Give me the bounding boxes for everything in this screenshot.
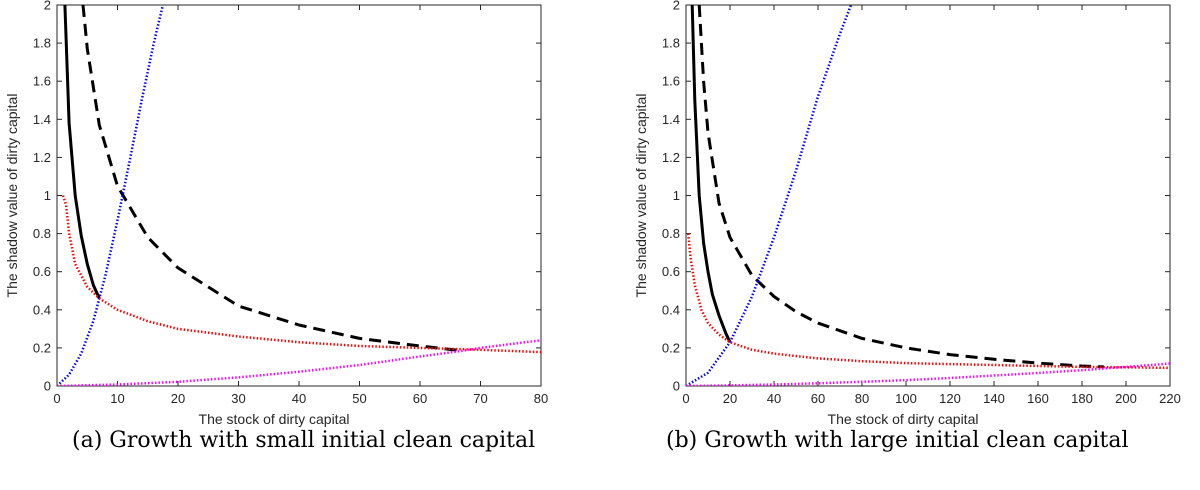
series-group <box>57 5 541 386</box>
y-tick-label: 1.2 <box>33 150 51 165</box>
series-line-1 <box>697 5 1105 369</box>
x-tick-label: 40 <box>767 391 781 406</box>
x-tick-label: 60 <box>413 391 427 406</box>
y-tick-label: 1.6 <box>662 74 680 89</box>
x-tick-label: 100 <box>895 391 917 406</box>
series-line-4 <box>57 339 541 386</box>
series-line-2 <box>686 5 853 386</box>
axes-box <box>56 4 542 387</box>
x-tick-label: 220 <box>1159 391 1181 406</box>
chart-b: 0 20 40 60 80 100 120 140 160 180 200 220 0 0.2 0.4 0.6… <box>633 0 1181 427</box>
y-tick-label: 0.6 <box>33 264 51 279</box>
y-tick-label: 2 <box>673 0 680 13</box>
panel-a: 0 10 20 30 40 50 60 70 80 0 0.2 0.4 0.6 0.8 1 1.2 1.4 1.6… <box>4 0 548 453</box>
series-line-2 <box>57 5 165 386</box>
y-tick-label: 1 <box>673 188 680 203</box>
y-tick-label: 0.4 <box>662 302 680 317</box>
y-tick-label: 0.8 <box>662 226 680 241</box>
y-tick-label: 0.4 <box>33 302 51 317</box>
y-tick-label: 0.2 <box>662 340 680 355</box>
y-tick-label: 1.8 <box>662 36 680 51</box>
x-tick-label: 180 <box>1071 391 1093 406</box>
axes-box <box>685 4 1171 387</box>
y-tick-label: 0 <box>44 379 51 394</box>
x-tick-label: 20 <box>723 391 737 406</box>
series-line-4 <box>686 362 1170 386</box>
series-line-0 <box>690 5 732 343</box>
x-tick-label: 40 <box>292 391 306 406</box>
x-tick-label: 160 <box>1027 391 1049 406</box>
y-tick-label: 1.6 <box>33 74 51 89</box>
series-line-3 <box>61 195 541 354</box>
panel-b: 0 20 40 60 80 100 120 140 160 180 200 220 0 0.2 0.4 0.6… <box>600 0 1200 490</box>
x-tick-label: 0 <box>682 391 689 406</box>
x-tick-label: 120 <box>939 391 961 406</box>
x-tick-label: 30 <box>231 391 245 406</box>
x-tick-label: 50 <box>352 391 366 406</box>
x-tick-label: 140 <box>983 391 1005 406</box>
x-tick-label: 80 <box>534 391 548 406</box>
y-tick-label: 0.8 <box>33 226 51 241</box>
series-line-0 <box>63 5 101 300</box>
chart-a: 0 10 20 30 40 50 60 70 80 0 0.2 0.4 0.6 0.8 1 1.2 1.4 1.6… <box>4 0 548 427</box>
x-axis-label: The stock of dirty capital <box>828 411 979 427</box>
y-tick-label: 1.8 <box>33 36 51 51</box>
series-group <box>686 5 1170 386</box>
y-axis-label: The shadow value of dirty capital <box>633 94 649 298</box>
y-tick-label: 0 <box>673 379 680 394</box>
x-tick-label: 0 <box>53 391 60 406</box>
x-tick-label: 20 <box>171 391 185 406</box>
x-tick-label: 200 <box>1115 391 1137 406</box>
y-tick-label: 0.2 <box>33 340 51 355</box>
y-tick-label: 1.2 <box>662 150 680 165</box>
x-tick-label: 10 <box>110 391 124 406</box>
caption-b: (b) Growth with large initial clean capi… <box>666 428 1129 453</box>
x-tick-label: 70 <box>473 391 487 406</box>
y-tick-label: 1.4 <box>662 112 680 127</box>
series-line-3 <box>686 233 1170 370</box>
y-tick-label: 1 <box>44 188 51 203</box>
y-tick-label: 1.4 <box>33 112 51 127</box>
x-axis-label: The stock of dirty capital <box>199 411 350 427</box>
series-line-1 <box>81 5 463 353</box>
caption-a: (a) Growth with small initial clean capi… <box>72 428 536 453</box>
y-tick-label: 2 <box>44 0 51 13</box>
y-tick-label: 0.6 <box>662 264 680 279</box>
x-tick-label: 80 <box>855 391 869 406</box>
x-tick-label: 60 <box>811 391 825 406</box>
y-axis-label: The shadow value of dirty capital <box>4 94 20 298</box>
